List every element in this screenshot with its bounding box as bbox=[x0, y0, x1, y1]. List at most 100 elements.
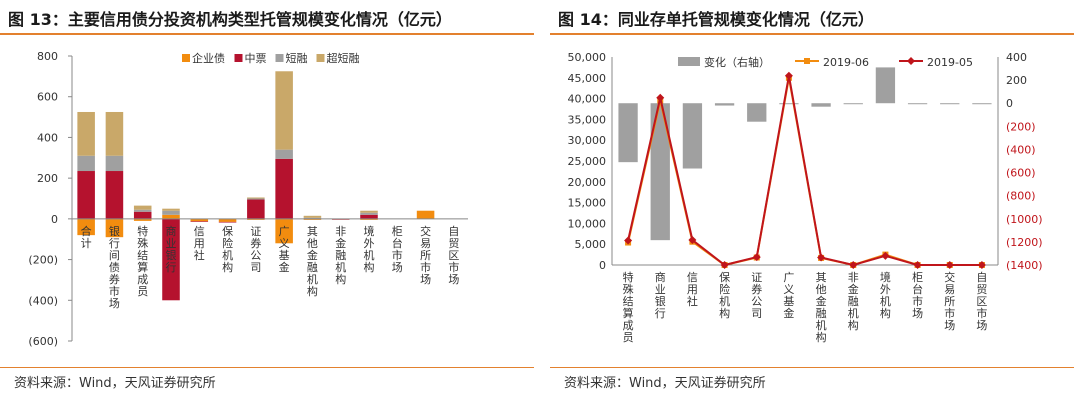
series-marker bbox=[881, 251, 890, 260]
right-chart-panel: 图 14：同业存单托管规模变化情况（亿元） 50,000 45,000 40,000… bbox=[550, 0, 1080, 400]
y-tick-label: (400) bbox=[28, 294, 58, 307]
left-tick-label: 30,000 bbox=[568, 134, 607, 147]
left-title-rule bbox=[0, 33, 534, 35]
right-tick-label: (800) bbox=[1006, 190, 1036, 203]
bar-segment bbox=[247, 199, 265, 219]
left-tick-label: 15,000 bbox=[568, 197, 607, 210]
left-source-note: 资料来源：Wind，天风证券研究所 bbox=[14, 376, 216, 391]
right-tick-label: 400 bbox=[1006, 51, 1027, 64]
change-bar bbox=[875, 67, 896, 104]
bar-segment bbox=[360, 210, 378, 213]
bar-segment bbox=[218, 218, 237, 222]
right-tick-label: (400) bbox=[1006, 143, 1036, 156]
legend-swatch bbox=[234, 54, 243, 62]
bar-segment bbox=[303, 218, 322, 220]
series-marker bbox=[849, 261, 858, 269]
change-bar bbox=[940, 103, 960, 105]
bar-segment bbox=[247, 198, 265, 200]
left-tick-label: 50,000 bbox=[568, 51, 607, 64]
x-category-label: 特殊结算成员 bbox=[623, 270, 634, 344]
bar-segment bbox=[133, 218, 152, 221]
bar-segment bbox=[275, 218, 293, 244]
bar-segment bbox=[105, 111, 124, 156]
bar-segment bbox=[162, 214, 180, 219]
left-footer-rule bbox=[0, 367, 534, 368]
y-tick-label: 800 bbox=[37, 50, 58, 63]
right-combo-chart: 50,000 45,000 40,000 35,000 30,000 25,000 20,0… bbox=[568, 51, 1043, 344]
change-bar bbox=[811, 103, 831, 107]
legend-marker bbox=[804, 58, 810, 64]
x-category-label: 柜台市场 bbox=[392, 225, 403, 274]
bar-segment bbox=[247, 197, 265, 199]
change-bar bbox=[972, 103, 992, 105]
bar-segment bbox=[190, 221, 209, 222]
x-category-label: 其他金融机构 bbox=[307, 225, 318, 298]
y-tick-label: 600 bbox=[37, 91, 58, 104]
y-tick-label: 0 bbox=[51, 213, 58, 226]
legend-label: 2019-06 bbox=[823, 56, 869, 69]
bar-segment bbox=[77, 171, 95, 219]
right-chart-title: 图 14：同业存单托管规模变化情况（亿元） bbox=[558, 10, 874, 29]
bar-segment bbox=[133, 211, 152, 219]
legend-label: 企业债 bbox=[192, 51, 225, 65]
x-category-label: 境外机构 bbox=[364, 224, 375, 274]
legend-swatch bbox=[275, 54, 284, 62]
right-tick-label: (1400) bbox=[1006, 259, 1043, 272]
legend-label: 变化（右轴） bbox=[704, 55, 770, 69]
change-bar bbox=[650, 103, 670, 241]
legend-swatch bbox=[316, 54, 325, 62]
change-bar bbox=[747, 103, 767, 122]
bar-segment bbox=[275, 149, 293, 159]
change-bar bbox=[618, 103, 638, 163]
bar-segment bbox=[360, 218, 378, 220]
left-stacked-bar-chart: 800 600 400 200 0 (200) (400) (600) 合计 银行间债券市场 特殊结… bbox=[28, 50, 468, 348]
bar-segment bbox=[331, 219, 350, 220]
series-marker bbox=[752, 253, 761, 262]
series-marker bbox=[656, 93, 665, 102]
series-marker bbox=[784, 71, 793, 80]
change-bar bbox=[779, 103, 799, 105]
bar-segment bbox=[77, 111, 95, 156]
y-tick-label: (600) bbox=[28, 335, 58, 348]
y-tick-label: 200 bbox=[37, 172, 58, 185]
left-tick-label: 40,000 bbox=[568, 93, 607, 106]
left-chart-title: 图 13：主要信用债分投资机构类型托管规模变化情况（亿元） bbox=[8, 10, 452, 29]
left-tick-label: 5,000 bbox=[575, 238, 607, 251]
x-category-label: 保险机构 bbox=[222, 224, 233, 274]
bar-segment bbox=[360, 214, 378, 219]
left-tick-label: 20,000 bbox=[568, 176, 607, 189]
x-category-label: 信用社 bbox=[194, 225, 205, 262]
bar-segment bbox=[133, 205, 152, 210]
change-bar bbox=[682, 103, 703, 169]
legend-label: 中票 bbox=[245, 52, 267, 65]
right-tick-label: 200 bbox=[1006, 74, 1027, 87]
change-bar bbox=[714, 103, 735, 106]
legend-label: 2019-05 bbox=[927, 56, 973, 69]
x-category-label: 柜台市场 bbox=[912, 271, 923, 320]
left-tick-label: 45,000 bbox=[568, 72, 607, 85]
change-bar bbox=[843, 103, 863, 105]
series-marker bbox=[913, 261, 922, 269]
right-tick-label: 0 bbox=[1006, 97, 1013, 110]
x-category-label: 广义基金 bbox=[783, 271, 794, 320]
x-category-label: 特殊结算成员 bbox=[137, 224, 148, 298]
change-bar bbox=[907, 103, 928, 105]
right-tick-label: (1200) bbox=[1006, 236, 1043, 249]
x-category-label: 境外机构 bbox=[880, 270, 891, 320]
bar-segment bbox=[162, 218, 180, 301]
left-tick-label: 10,000 bbox=[568, 217, 607, 230]
bar-segment bbox=[105, 171, 124, 219]
x-category-label: 自贸区市场 bbox=[976, 271, 987, 332]
legend-label: 短融 bbox=[286, 51, 308, 65]
y-tick-label: (200) bbox=[28, 254, 58, 267]
bar-segment bbox=[247, 218, 265, 220]
x-category-label: 合计 bbox=[81, 224, 92, 250]
series-marker bbox=[977, 261, 986, 269]
right-tick-label: (200) bbox=[1006, 120, 1036, 133]
bar-segment bbox=[303, 215, 322, 218]
x-category-label: 信用社 bbox=[687, 271, 698, 308]
series-marker bbox=[817, 253, 826, 262]
bar-segment bbox=[275, 71, 293, 150]
x-category-label: 非金融机构 bbox=[335, 225, 346, 286]
x-category-label: 交易所市场 bbox=[944, 270, 955, 332]
